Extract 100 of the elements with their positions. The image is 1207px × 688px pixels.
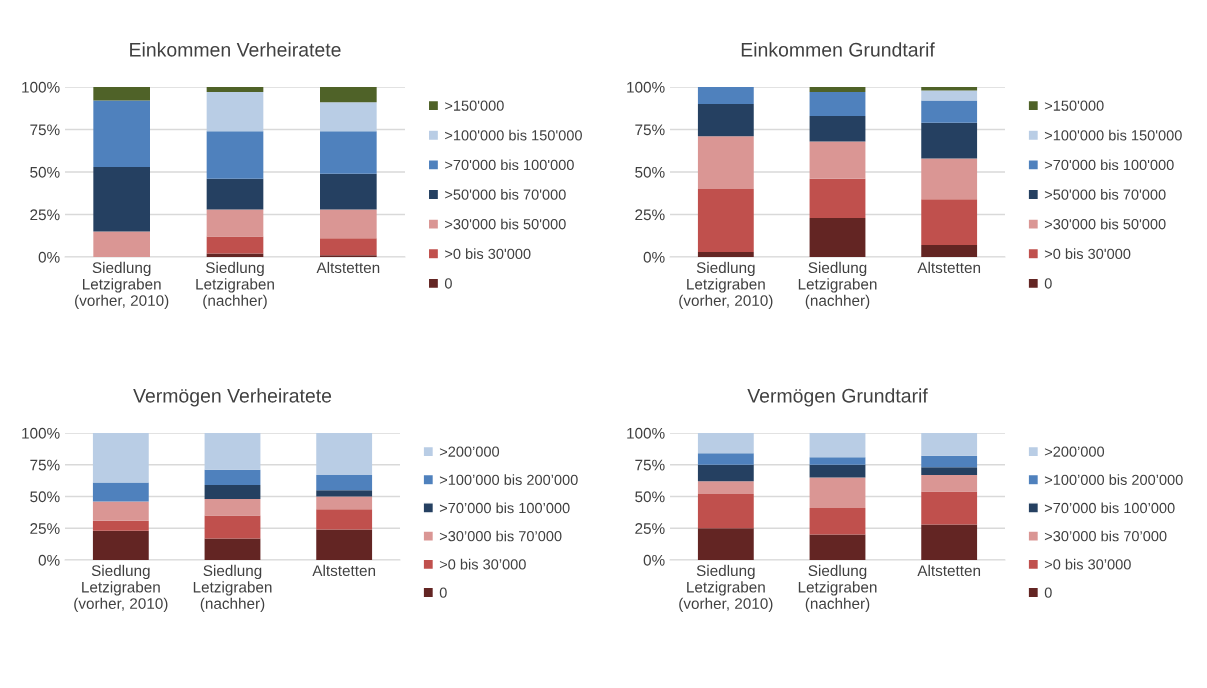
y-tick-label: 75% — [635, 459, 665, 471]
legend-label: >30'000 bis 50'000 — [445, 218, 566, 230]
bar — [921, 524, 978, 560]
bar — [93, 166, 150, 232]
y-tick-label: 50% — [30, 166, 60, 178]
bar — [320, 87, 377, 103]
bar — [697, 136, 754, 189]
legend-label: 0 — [444, 278, 452, 289]
legend-label: >100’000 bis 200’000 — [1044, 474, 1183, 486]
bar — [809, 477, 866, 508]
bar — [206, 236, 264, 254]
bar — [316, 433, 373, 475]
y-tick-label: 50% — [635, 491, 665, 503]
legend-label: >0 bis 30’000 — [1044, 558, 1131, 570]
legend-label: 0 — [439, 587, 447, 598]
bar — [697, 481, 754, 494]
bar — [93, 231, 150, 257]
x-tick-label: Altstetten — [917, 564, 981, 577]
x-tick-label: Siedlung Letzigraben (vorher, 2010) — [74, 564, 168, 613]
y-tick-label: 100% — [22, 427, 60, 439]
bar — [204, 538, 261, 560]
legend-label: 0 — [1044, 278, 1052, 289]
bar — [921, 100, 978, 123]
bar — [320, 238, 377, 256]
bar — [320, 209, 377, 239]
legend-label: >200’000 — [439, 446, 500, 457]
x-tick-label: Siedlung Letzigraben (vorher, 2010) — [679, 564, 773, 613]
legend-label: >150'000 — [1044, 100, 1104, 111]
y-tick-label: 0% — [643, 251, 665, 263]
bar — [697, 528, 754, 560]
bar — [809, 433, 866, 458]
y-tick-label: 50% — [30, 491, 60, 503]
legend-label: >70'000 bis 100'000 — [1044, 159, 1174, 171]
bar — [809, 141, 866, 179]
legend-label: 0 — [1044, 587, 1052, 598]
bar — [921, 433, 978, 456]
chart-title: Vermögen Grundtarif — [747, 388, 928, 407]
x-tick-label: Siedlung Letzigraben (nachher) — [193, 564, 272, 613]
y-tick-label: 75% — [30, 459, 60, 471]
y-tick-label: 0% — [38, 251, 60, 263]
bar — [320, 102, 377, 132]
bar — [92, 482, 149, 502]
bar — [809, 457, 866, 465]
x-tick-label: Siedlung Letzigraben (nachher) — [196, 261, 274, 310]
bar — [697, 493, 754, 529]
y-tick-label: 100% — [22, 81, 60, 93]
y-tick-label: 25% — [635, 523, 665, 534]
bar — [316, 529, 373, 560]
bar — [697, 433, 754, 454]
bar — [809, 534, 866, 560]
bar — [809, 217, 866, 257]
bar — [206, 131, 264, 179]
bar — [809, 87, 866, 93]
bar — [320, 173, 377, 210]
y-tick-label: 25% — [30, 209, 60, 221]
bar — [697, 251, 754, 257]
bar — [204, 469, 261, 486]
bar — [921, 491, 978, 525]
legend-label: >200’000 — [1044, 446, 1105, 457]
y-tick-label: 75% — [30, 124, 60, 136]
bar — [206, 87, 264, 93]
legend-label: >70’000 bis 100’000 — [439, 502, 570, 514]
bar — [320, 131, 377, 174]
legend-label: >70’000 bis 100’000 — [1044, 502, 1175, 514]
y-tick-label: 100% — [627, 81, 665, 93]
bar — [204, 433, 261, 470]
chart-title: Einkommen Verheiratete — [130, 42, 341, 57]
legend-label: >30’000 bis 70’000 — [439, 530, 562, 542]
y-tick-label: 0% — [643, 554, 665, 566]
legend-label: >50'000 bis 70'000 — [445, 189, 566, 200]
bar — [92, 530, 149, 560]
bar — [697, 453, 754, 465]
x-tick-label: Siedlung Letzigraben (nachher) — [798, 261, 877, 310]
bar — [697, 87, 754, 104]
x-tick-label: Altstetten — [316, 261, 380, 274]
bar — [316, 490, 373, 497]
bar — [93, 87, 150, 101]
y-tick-label: 0% — [38, 554, 60, 566]
legend-label: >0 bis 30'000 — [1044, 248, 1131, 260]
bar — [92, 501, 149, 521]
bar — [921, 245, 978, 257]
bar — [204, 485, 261, 500]
legend-label: >30’000 bis 70’000 — [1044, 530, 1167, 542]
legend-label: >100’000 bis 200’000 — [439, 474, 578, 486]
bar — [809, 464, 866, 478]
legend-label: >100'000 bis 150'000 — [445, 129, 582, 141]
bar — [809, 507, 866, 535]
x-tick-label: Siedlung Letzigraben (vorher, 2010) — [679, 261, 773, 310]
bar — [697, 104, 754, 137]
bar — [204, 515, 261, 539]
bar — [921, 199, 978, 246]
legend-label: >150'000 — [445, 100, 504, 111]
bar — [921, 122, 978, 159]
y-tick-label: 25% — [30, 523, 60, 534]
bar — [921, 158, 978, 200]
bar — [206, 178, 264, 210]
x-tick-label: Altstetten — [917, 261, 981, 274]
legend-label: >100'000 bis 150'000 — [1044, 129, 1182, 141]
legend-label: >0 bis 30’000 — [439, 558, 526, 570]
x-tick-label: Altstetten — [312, 564, 376, 577]
